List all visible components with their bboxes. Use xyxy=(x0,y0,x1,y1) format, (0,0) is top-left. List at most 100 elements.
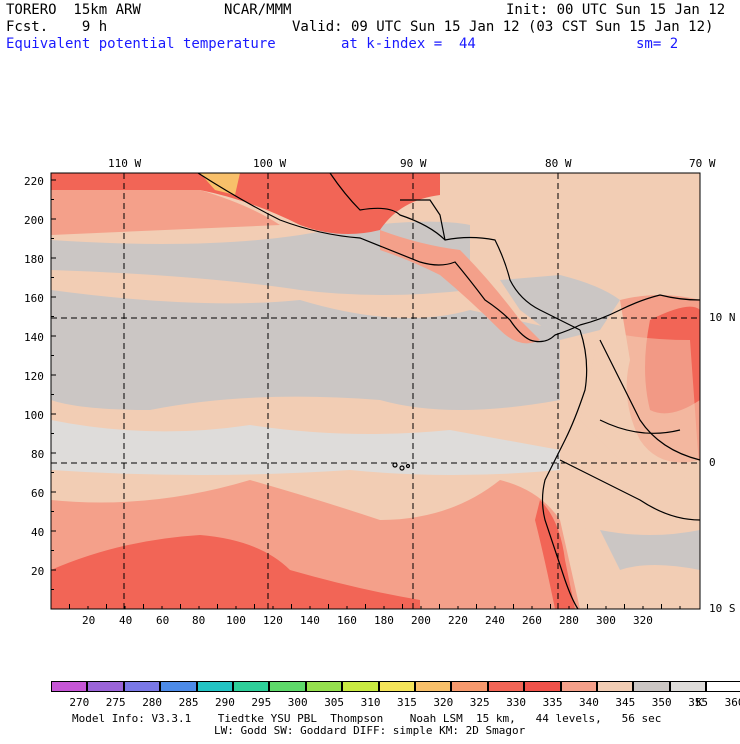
legend-swatch xyxy=(524,681,561,692)
legend-label: 360 xyxy=(724,696,740,709)
border-peru xyxy=(559,459,701,521)
map-frame xyxy=(50,172,701,610)
legend-swatch xyxy=(51,681,88,692)
legend-swatch xyxy=(669,681,707,692)
lat-label: 0 xyxy=(709,456,716,469)
lat-label: 10 S xyxy=(709,602,736,615)
y-tick-label: 100 xyxy=(24,409,44,422)
init-time: Init: 00 UTC Sun 15 Jan 12 xyxy=(506,2,726,18)
x-tick-label: 120 xyxy=(263,614,283,627)
x-tick-label: 200 xyxy=(411,614,431,627)
x-tick-label: 180 xyxy=(374,614,394,627)
x-tick-label: 40 xyxy=(119,614,133,627)
legend-swatch xyxy=(706,681,740,692)
coast-caribbean xyxy=(329,172,581,331)
field-tan-east xyxy=(580,330,700,490)
legend-swatch xyxy=(597,681,634,692)
field-salmon-north xyxy=(51,190,280,235)
k-index: at k-index = 44 xyxy=(341,36,476,52)
valid-time: Valid: 09 UTC Sun 15 Jan 12 (03 CST Sun … xyxy=(292,19,714,35)
legend-label: 355 xyxy=(688,696,709,709)
border-colombia xyxy=(599,339,701,461)
legend-label: 270 xyxy=(69,696,90,709)
x-tick-label: 220 xyxy=(448,614,468,627)
legend-swatch xyxy=(160,681,197,692)
legend-label: 305 xyxy=(324,696,345,709)
lat-lon-grid xyxy=(51,173,700,609)
center-name: NCAR/MMM xyxy=(224,2,292,18)
coast-north-south-america xyxy=(579,294,701,326)
legend-label: 300 xyxy=(287,696,308,709)
legend-label: 315 xyxy=(397,696,417,709)
legend-label: 290 xyxy=(215,696,235,709)
coast-pacific-south-america xyxy=(541,329,588,610)
x-tick-label: 260 xyxy=(522,614,542,627)
y-tick-label: 200 xyxy=(24,214,44,227)
legend-label: 280 xyxy=(142,696,163,709)
field-red-south xyxy=(51,535,420,609)
y-tick-label: 180 xyxy=(24,253,44,266)
y-tick-label: 20 xyxy=(31,565,45,578)
lon-label: 70 W xyxy=(689,157,716,170)
legend-label: 310 xyxy=(360,696,381,709)
map-field xyxy=(51,173,700,609)
y-tick-label: 80 xyxy=(31,448,45,461)
legend-label: 285 xyxy=(178,696,199,709)
lon-label: 110 W xyxy=(108,157,142,170)
border-ecuador xyxy=(599,419,681,434)
legend-swatch xyxy=(560,681,597,692)
lat-label: 10 N xyxy=(709,311,736,324)
coast-pacific-central-america xyxy=(197,172,581,343)
legend-unit: K xyxy=(696,696,703,709)
legend-swatch xyxy=(233,681,270,692)
field-gray-caribbean xyxy=(500,275,620,340)
tick-marks xyxy=(50,179,681,610)
legend-label: 325 xyxy=(469,696,490,709)
field-yellow-north xyxy=(200,173,240,195)
legend-swatch xyxy=(305,681,343,692)
legend-label: 330 xyxy=(506,696,527,709)
legend-swatch xyxy=(633,681,670,692)
legend-label: 295 xyxy=(251,696,272,709)
legend-swatch xyxy=(123,681,161,692)
model-name: TORERO 15km ARW xyxy=(6,2,141,18)
field-gray-south-america xyxy=(600,530,700,570)
galapagos-island xyxy=(399,465,405,471)
smoothing: sm= 2 xyxy=(636,36,679,52)
field-gray-band-mid xyxy=(51,290,560,410)
x-tick-label: 300 xyxy=(596,614,616,627)
legend-swatch xyxy=(269,681,306,692)
y-tick-label: 40 xyxy=(31,526,45,539)
lon-label: 100 W xyxy=(253,157,287,170)
legend-label: 335 xyxy=(542,696,563,709)
legend-label: 320 xyxy=(433,696,454,709)
x-tick-label: 60 xyxy=(156,614,170,627)
legend-label: 275 xyxy=(105,696,126,709)
legend-swatch xyxy=(342,681,379,692)
lon-label: 80 W xyxy=(545,157,572,170)
legend-label: 350 xyxy=(651,696,672,709)
legend-swatch xyxy=(196,681,233,692)
field-central-america xyxy=(380,230,540,344)
legend-swatch xyxy=(415,681,452,692)
y-tick-label: 60 xyxy=(31,487,45,500)
field-lightgray-band xyxy=(51,420,560,475)
y-tick-label: 220 xyxy=(24,175,44,188)
model-info: Model Info: V3.3.1 Tiedtke YSU PBL Thomp… xyxy=(72,712,662,725)
coastlines xyxy=(197,172,701,610)
y-tick-label: 140 xyxy=(24,331,44,344)
x-tick-label: 240 xyxy=(485,614,505,627)
field-name: Equivalent potential temperature xyxy=(6,36,276,52)
galapagos-island xyxy=(405,463,411,469)
legend-label: 345 xyxy=(615,696,636,709)
x-tick-label: 20 xyxy=(82,614,96,627)
physics-info: LW: Godd SW: Goddard DIFF: simple KM: 2D… xyxy=(214,724,526,737)
field-red-north xyxy=(51,173,440,234)
x-tick-label: 100 xyxy=(226,614,246,627)
legend-swatch xyxy=(87,681,124,692)
legend-swatch xyxy=(378,681,415,692)
x-tick-label: 160 xyxy=(337,614,357,627)
x-tick-label: 280 xyxy=(559,614,579,627)
